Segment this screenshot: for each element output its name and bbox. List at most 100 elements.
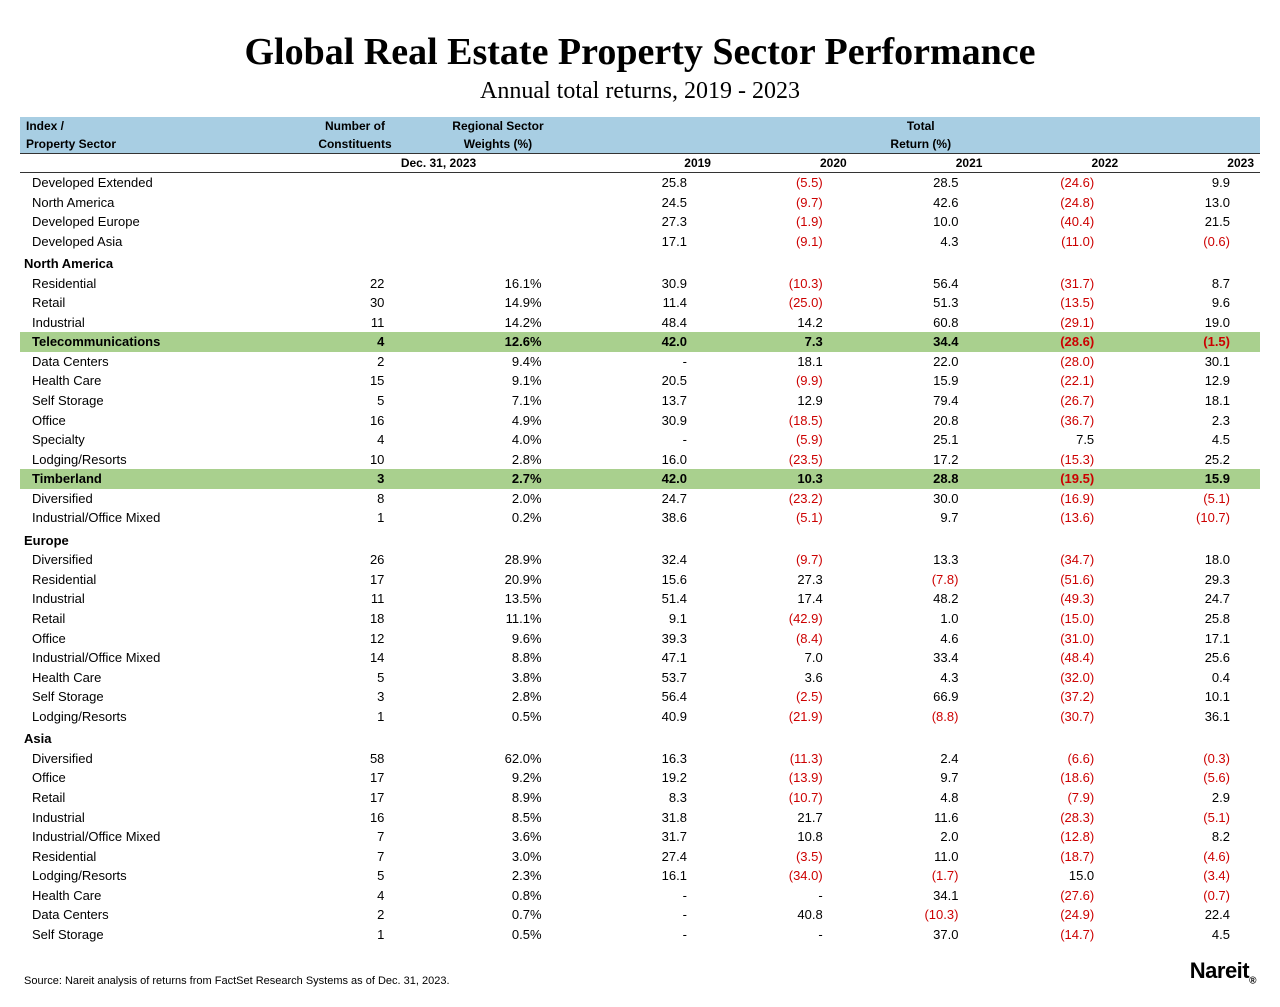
table-cell: - <box>582 886 717 906</box>
table-cell: (25.0) <box>717 293 853 313</box>
table-cell: 3.6% <box>414 827 581 847</box>
sector-name: Retail <box>20 609 296 629</box>
table-cell: 17 <box>296 768 415 788</box>
table-cell: 31.8 <box>582 808 717 828</box>
sector-name: Self Storage <box>20 925 296 945</box>
table-cell: (31.0) <box>988 629 1124 649</box>
table-cell: (9.7) <box>717 550 853 570</box>
table-cell: (0.7) <box>1124 886 1260 906</box>
table-cell: (27.6) <box>988 886 1124 906</box>
table-row: Residential1720.9%15.627.3(7.8)(51.6)29.… <box>20 570 1260 590</box>
table-cell: 12 <box>296 629 415 649</box>
sector-name: Diversified <box>20 749 296 769</box>
table-cell: 28.9% <box>414 550 581 570</box>
table-cell: (5.5) <box>717 173 853 193</box>
table-cell: (24.8) <box>988 193 1124 213</box>
table-cell: (28.0) <box>988 352 1124 372</box>
sector-name: Data Centers <box>20 352 296 372</box>
table-cell: 8 <box>296 489 415 509</box>
table-cell: (9.9) <box>717 371 853 391</box>
table-row: Industrial1114.2%48.414.260.8(29.1)19.0 <box>20 313 1260 333</box>
table-cell: 13.7 <box>582 391 717 411</box>
table-cell: (5.1) <box>1124 489 1260 509</box>
table-cell: 7.3 <box>717 332 853 352</box>
table-cell: 10.0 <box>853 212 989 232</box>
hdr-wt: Regional Sector <box>414 117 581 135</box>
table-cell: 13.0 <box>1124 193 1260 213</box>
hdr-total: Total <box>582 117 1260 135</box>
table-cell: 4.8 <box>853 788 989 808</box>
table-cell: 4 <box>296 332 415 352</box>
table-row: Developed Europe27.3(1.9)10.0(40.4)21.5 <box>20 212 1260 232</box>
table-cell: 7 <box>296 827 415 847</box>
table-cell: 8.7 <box>1124 274 1260 294</box>
table-cell: 21.7 <box>717 808 853 828</box>
sector-name: Industrial <box>20 313 296 333</box>
table-cell: 0.2% <box>414 508 581 528</box>
table-cell: (5.1) <box>1124 808 1260 828</box>
table-cell: 1 <box>296 925 415 945</box>
table-cell: 37.0 <box>853 925 989 945</box>
table-cell: (2.5) <box>717 687 853 707</box>
table-cell: 25.6 <box>1124 648 1260 668</box>
table-cell: 27.4 <box>582 847 717 867</box>
table-cell <box>296 193 415 213</box>
table-cell: 1.0 <box>853 609 989 629</box>
sector-name: Residential <box>20 570 296 590</box>
table-cell: 28.5 <box>853 173 989 193</box>
table-cell: 56.4 <box>853 274 989 294</box>
table-cell: - <box>582 430 717 450</box>
table-cell: 15.9 <box>853 371 989 391</box>
table-cell: 9.6% <box>414 629 581 649</box>
table-cell: (0.6) <box>1124 232 1260 252</box>
table-cell: (32.0) <box>988 668 1124 688</box>
table-cell: (10.7) <box>717 788 853 808</box>
table-cell: (6.6) <box>988 749 1124 769</box>
table-cell: (13.6) <box>988 508 1124 528</box>
table-cell: 36.1 <box>1124 707 1260 727</box>
table-cell: 11.0 <box>853 847 989 867</box>
table-cell: 12.9 <box>1124 371 1260 391</box>
table-cell: 16 <box>296 411 415 431</box>
table-cell: 51.4 <box>582 589 717 609</box>
performance-table: Index / Number of Regional Sector Total … <box>20 117 1260 944</box>
table-cell: (9.7) <box>717 193 853 213</box>
table-cell: 0.4 <box>1124 668 1260 688</box>
table-cell: (40.4) <box>988 212 1124 232</box>
table-cell: 66.9 <box>853 687 989 707</box>
table-cell: 2.7% <box>414 469 581 489</box>
region-header: North America <box>20 251 1260 274</box>
nareit-logo: Nareit® <box>1190 958 1256 986</box>
table-row: Data Centers29.4%-18.122.0(28.0)30.1 <box>20 352 1260 372</box>
region-header: Europe <box>20 528 1260 551</box>
table-cell: 48.2 <box>853 589 989 609</box>
table-row: North America24.5(9.7)42.6(24.8)13.0 <box>20 193 1260 213</box>
sector-name: Residential <box>20 847 296 867</box>
table-cell: 24.7 <box>582 489 717 509</box>
table-cell: 42.0 <box>582 469 717 489</box>
table-cell: (15.0) <box>988 609 1124 629</box>
table-row: Self Storage32.8%56.4(2.5)66.9(37.2)10.1 <box>20 687 1260 707</box>
table-cell: 8.3 <box>582 788 717 808</box>
table-cell: - <box>717 925 853 945</box>
table-cell: (13.5) <box>988 293 1124 313</box>
sector-name: Lodging/Resorts <box>20 707 296 727</box>
table-cell: 1 <box>296 707 415 727</box>
table-cell: - <box>717 886 853 906</box>
table-cell: 30.9 <box>582 274 717 294</box>
table-cell: - <box>582 352 717 372</box>
table-cell: (34.7) <box>988 550 1124 570</box>
table-cell: 8.8% <box>414 648 581 668</box>
table-cell: - <box>582 905 717 925</box>
sector-name: Developed Asia <box>20 232 296 252</box>
table-cell: 10.8 <box>717 827 853 847</box>
table-row: Self Storage10.5%--37.0(14.7)4.5 <box>20 925 1260 945</box>
table-cell: 25.1 <box>853 430 989 450</box>
table-cell <box>296 232 415 252</box>
table-cell: 24.7 <box>1124 589 1260 609</box>
table-cell: (3.5) <box>717 847 853 867</box>
table-cell: 9.7 <box>853 768 989 788</box>
table-cell: (21.9) <box>717 707 853 727</box>
sector-name: Retail <box>20 293 296 313</box>
table-cell: 17.2 <box>853 450 989 470</box>
